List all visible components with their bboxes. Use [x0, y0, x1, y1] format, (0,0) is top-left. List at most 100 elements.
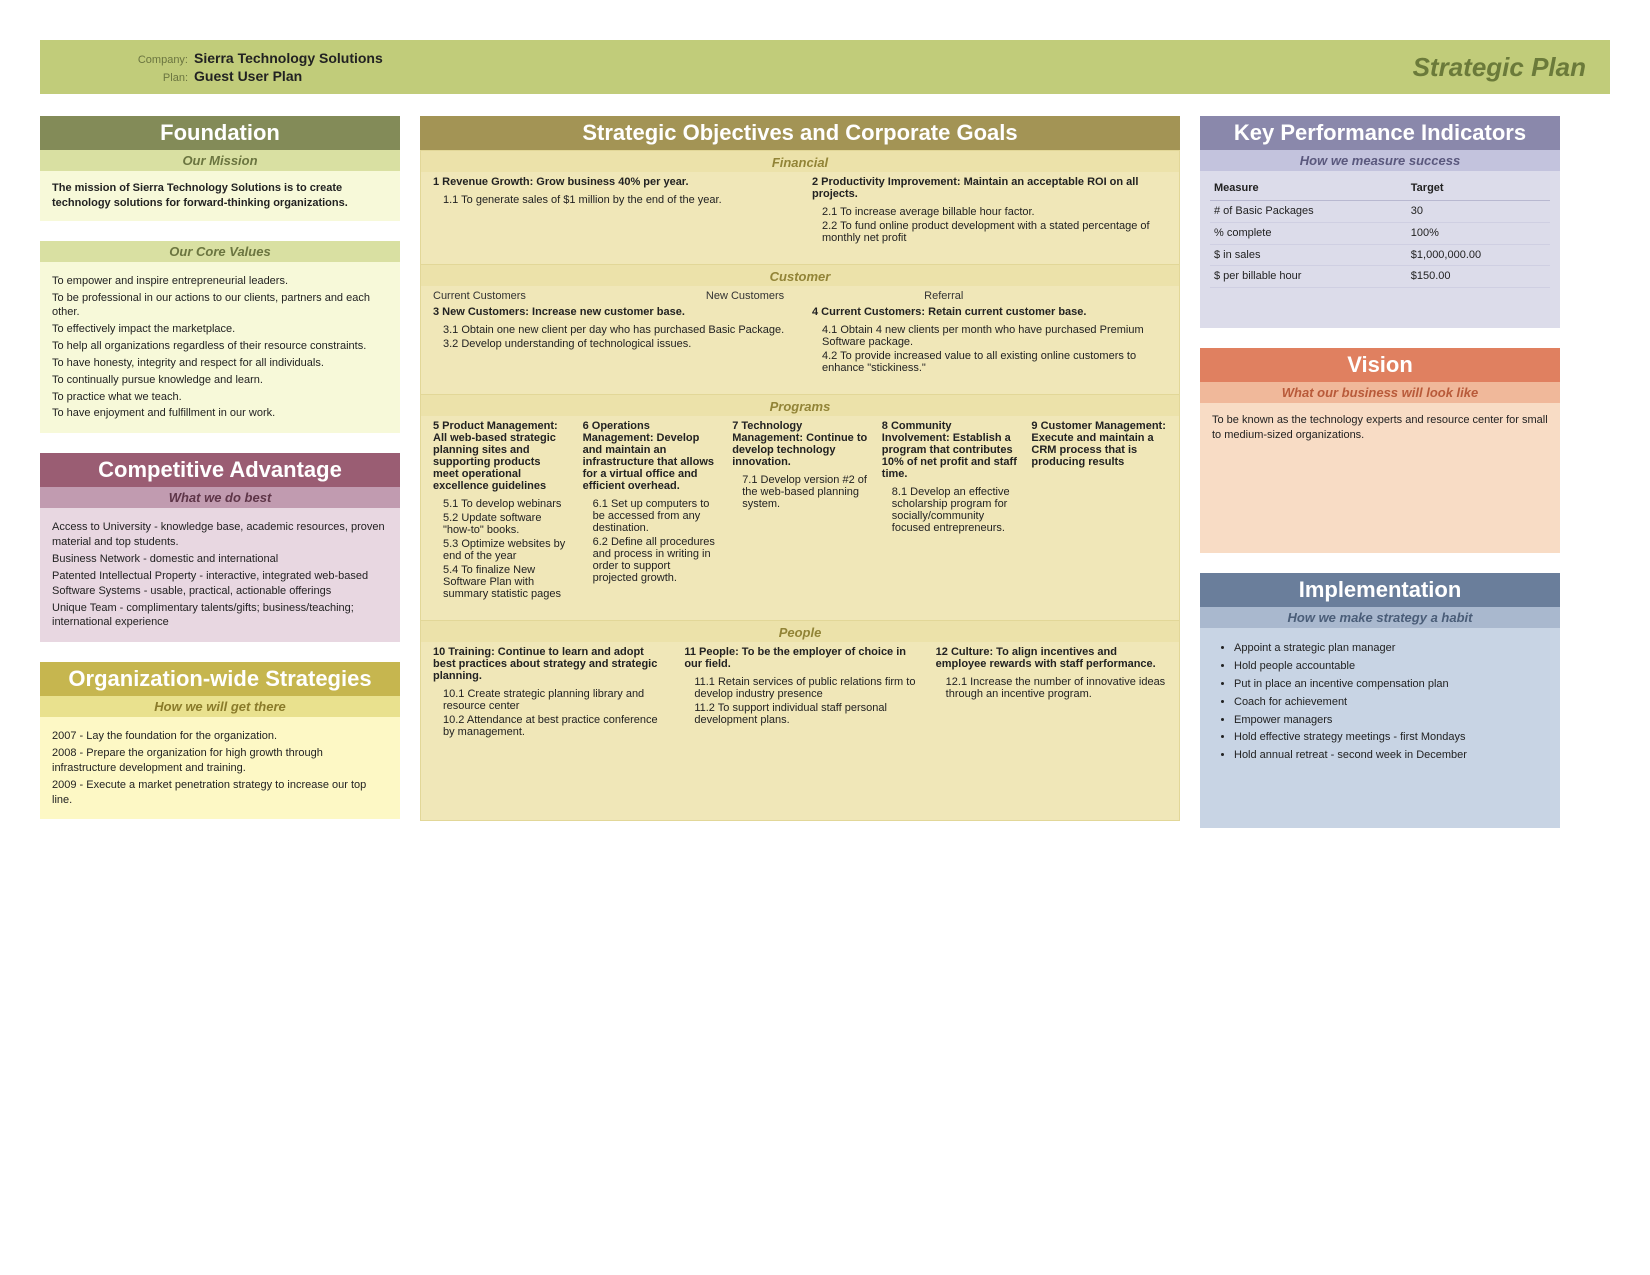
list-item: Coach for achievement	[1234, 695, 1548, 710]
programs-head: Programs	[421, 394, 1179, 416]
vision-panel: Vision What our business will look like …	[1200, 348, 1560, 553]
goal-2: 2 Productivity Improvement: Maintain an …	[812, 176, 1167, 246]
list-item: 3.2 Develop understanding of technologic…	[443, 338, 788, 350]
customer-content: 3 New Customers: Increase new customer b…	[421, 302, 1179, 394]
competitive-sub: What we do best	[40, 487, 400, 508]
goal-7-title: 7 Technology Management: Continue to dev…	[732, 420, 868, 468]
goal-5: 5 Product Management: All web-based stra…	[433, 420, 569, 602]
label-new: New Customers	[706, 290, 784, 302]
org-title: Organization-wide Strategies	[40, 662, 400, 696]
table-row: % complete100%	[1210, 222, 1550, 244]
label-referral: Referral	[924, 290, 963, 302]
goal-7-items: 7.1 Develop version #2 of the web-based …	[732, 474, 868, 510]
goal-2-title: 2 Productivity Improvement: Maintain an …	[812, 176, 1167, 200]
implementation-panel: Implementation How we make strategy a ha…	[1200, 573, 1560, 828]
list-item: 7.1 Develop version #2 of the web-based …	[742, 474, 868, 510]
kpi-rows: # of Basic Packages30% complete100%$ in …	[1210, 200, 1550, 287]
kpi-measure: $ per billable hour	[1210, 266, 1407, 288]
customer-head: Customer	[421, 264, 1179, 286]
goal-6: 6 Operations Management: Develop and mai…	[583, 420, 719, 602]
banner-left: Company: Sierra Technology Solutions Pla…	[64, 50, 383, 84]
list-item: Unique Team - complimentary talents/gift…	[52, 601, 388, 631]
goal-9-title: 9 Customer Management: Execute and maint…	[1031, 420, 1167, 468]
list-item: 1.1 To generate sales of $1 million by t…	[443, 194, 788, 206]
kpi-target: $150.00	[1407, 266, 1550, 288]
list-item: To have honesty, integrity and respect f…	[52, 356, 388, 371]
goal-9: 9 Customer Management: Execute and maint…	[1031, 420, 1167, 602]
kpi-panel: Key Performance Indicators How we measur…	[1200, 116, 1560, 328]
goal-11-items: 11.1 Retain services of public relations…	[684, 676, 915, 726]
vision-title: Vision	[1200, 348, 1560, 382]
list-item: Appoint a strategic plan manager	[1234, 641, 1548, 656]
goal-3-title: 3 New Customers: Increase new customer b…	[433, 306, 788, 318]
goal-2-items: 2.1 To increase average billable hour fa…	[812, 206, 1167, 244]
list-item: 11.1 Retain services of public relations…	[694, 676, 915, 700]
kpi-col-target: Target	[1407, 177, 1550, 200]
list-item: To practice what we teach.	[52, 390, 388, 405]
goal-11: 11 People: To be the employer of choice …	[684, 646, 915, 740]
banner-title: Strategic Plan	[1413, 52, 1586, 83]
objectives-panel: Strategic Objectives and Corporate Goals…	[420, 116, 1180, 821]
goal-12-items: 12.1 Increase the number of innovative i…	[936, 676, 1167, 700]
goal-6-title: 6 Operations Management: Develop and mai…	[583, 420, 719, 492]
impl-body: Appoint a strategic plan managerHold peo…	[1200, 628, 1560, 828]
goal-1-title: 1 Revenue Growth: Grow business 40% per …	[433, 176, 788, 188]
goal-8: 8 Community Involvement: Establish a pro…	[882, 420, 1018, 602]
foundation-title: Foundation	[40, 116, 400, 150]
list-item: Hold annual retreat - second week in Dec…	[1234, 748, 1548, 763]
impl-list: Appoint a strategic plan managerHold peo…	[1212, 641, 1548, 763]
kpi-measure: % complete	[1210, 222, 1407, 244]
table-row: $ in sales$1,000,000.00	[1210, 244, 1550, 266]
table-row: # of Basic Packages30	[1210, 200, 1550, 222]
customer-labels: Current Customers New Customers Referral	[421, 286, 1179, 302]
impl-sub: How we make strategy a habit	[1200, 607, 1560, 628]
list-item: 2008 - Prepare the organization for high…	[52, 746, 388, 776]
competitive-list: Access to University - knowledge base, a…	[40, 508, 400, 642]
left-column: Foundation Our Mission The mission of Si…	[40, 116, 400, 828]
objectives-title: Strategic Objectives and Corporate Goals	[420, 116, 1180, 150]
org-sub: How we will get there	[40, 696, 400, 717]
company-value: Sierra Technology Solutions	[194, 50, 383, 66]
list-item: To effectively impact the marketplace.	[52, 322, 388, 337]
goal-7: 7 Technology Management: Continue to dev…	[732, 420, 868, 602]
goal-12: 12 Culture: To align incentives and empl…	[936, 646, 1167, 740]
goal-1: 1 Revenue Growth: Grow business 40% per …	[433, 176, 788, 246]
goal-10-items: 10.1 Create strategic planning library a…	[433, 688, 664, 738]
list-item: 3.1 Obtain one new client per day who ha…	[443, 324, 788, 336]
list-item: To have enjoyment and fulfillment in our…	[52, 406, 388, 421]
goal-8-items: 8.1 Develop an effective scholarship pro…	[882, 486, 1018, 534]
kpi-sub: How we measure success	[1200, 150, 1560, 171]
list-item: Put in place an incentive compensation p…	[1234, 677, 1548, 692]
financial-head: Financial	[421, 151, 1179, 172]
list-item: 6.1 Set up computers to be accessed from…	[593, 498, 719, 534]
strategic-plan-page: Company: Sierra Technology Solutions Pla…	[40, 40, 1610, 828]
list-item: 5.3 Optimize websites by end of the year	[443, 538, 569, 562]
list-item: 4.1 Obtain 4 new clients per month who h…	[822, 324, 1167, 348]
goal-4: 4 Current Customers: Retain current cust…	[812, 306, 1167, 376]
kpi-measure: $ in sales	[1210, 244, 1407, 266]
kpi-title: Key Performance Indicators	[1200, 116, 1560, 150]
goal-10-title: 10 Training: Continue to learn and adopt…	[433, 646, 664, 682]
list-item: To be professional in our actions to our…	[52, 291, 388, 321]
goal-8-title: 8 Community Involvement: Establish a pro…	[882, 420, 1018, 480]
list-item: 5.2 Update software "how-to" books.	[443, 512, 569, 536]
list-item: 2009 - Execute a market penetration stra…	[52, 778, 388, 808]
vision-text: To be known as the technology experts an…	[1200, 403, 1560, 553]
goal-4-items: 4.1 Obtain 4 new clients per month who h…	[812, 324, 1167, 374]
list-item: Patented Intellectual Property - interac…	[52, 569, 388, 599]
objectives-body: Financial 1 Revenue Growth: Grow busines…	[420, 150, 1180, 821]
impl-title: Implementation	[1200, 573, 1560, 607]
mission-sub: Our Mission	[40, 150, 400, 171]
list-item: 6.2 Define all procedures and process in…	[593, 536, 719, 584]
kpi-col-measure: Measure	[1210, 177, 1407, 200]
list-item: 10.2 Attendance at best practice confere…	[443, 714, 664, 738]
people-content: 10 Training: Continue to learn and adopt…	[421, 642, 1179, 820]
list-item: 11.2 To support individual staff persona…	[694, 702, 915, 726]
main-grid: Foundation Our Mission The mission of Si…	[40, 116, 1610, 828]
kpi-target: 30	[1407, 200, 1550, 222]
list-item: 10.1 Create strategic planning library a…	[443, 688, 664, 712]
financial-content: 1 Revenue Growth: Grow business 40% per …	[421, 172, 1179, 264]
goal-6-items: 6.1 Set up computers to be accessed from…	[583, 498, 719, 584]
company-label: Company:	[64, 54, 194, 66]
list-item: Empower managers	[1234, 713, 1548, 728]
